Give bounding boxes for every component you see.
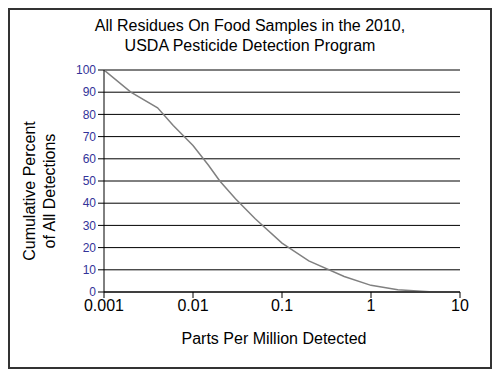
svg-text:50: 50 bbox=[83, 174, 97, 188]
svg-text:100: 100 bbox=[76, 63, 96, 77]
svg-text:30: 30 bbox=[83, 219, 97, 233]
svg-text:40: 40 bbox=[83, 196, 97, 210]
svg-text:0.01: 0.01 bbox=[177, 297, 208, 314]
svg-text:1: 1 bbox=[367, 297, 376, 314]
svg-text:90: 90 bbox=[83, 85, 97, 99]
svg-text:60: 60 bbox=[83, 152, 97, 166]
svg-text:80: 80 bbox=[83, 108, 97, 122]
svg-text:10: 10 bbox=[83, 263, 97, 277]
svg-text:70: 70 bbox=[83, 130, 97, 144]
html-text:All Residues On Food Samples i: All Residues On Food Samples in the 2010… bbox=[94, 17, 406, 54]
svg-text:0: 0 bbox=[89, 285, 96, 299]
html-text:Cumulative Percent of All Dete: Cumulative Percent of All Detections bbox=[21, 121, 58, 261]
html-text:Parts Per Million Detected: Parts Per Million Detected bbox=[181, 330, 367, 347]
svg-text:0.1: 0.1 bbox=[271, 297, 293, 314]
svg-text:10: 10 bbox=[451, 297, 469, 314]
svg-text:0.001: 0.001 bbox=[84, 297, 124, 314]
svg-text:20: 20 bbox=[83, 241, 97, 255]
